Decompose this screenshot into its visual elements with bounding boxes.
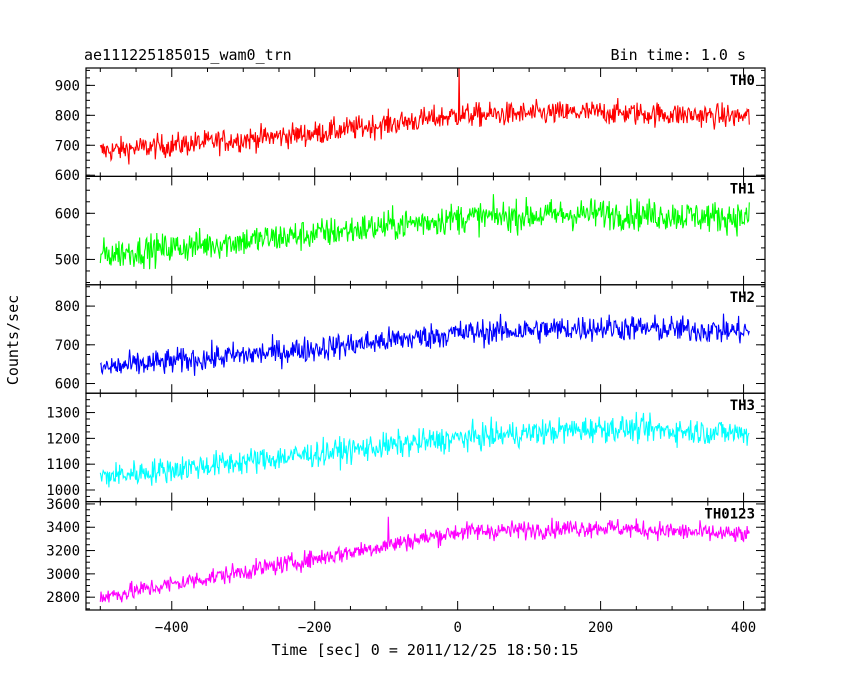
series-line-th3 xyxy=(99,411,750,488)
x-axis: −400 −200 0 200 400 xyxy=(155,620,756,636)
y-tick-label: 3200 xyxy=(46,544,80,560)
x-axis-title: Time [sec] 0 = 2011/12/25 18:50:15 xyxy=(271,641,578,659)
x-tick-label: 400 xyxy=(731,620,756,636)
x-tick-label: −400 xyxy=(155,620,189,636)
bin-time-label: Bin time: 1.0 s xyxy=(611,46,746,64)
y-tick-label: 500 xyxy=(55,252,80,268)
y-tick-label: 700 xyxy=(55,338,80,354)
panel-frame xyxy=(85,501,766,611)
y-tick-label: 3400 xyxy=(46,520,80,536)
panel-frame xyxy=(85,175,766,286)
y-tick-label: 3600 xyxy=(46,497,80,513)
panel-th1: 500 600 TH1 xyxy=(55,175,766,286)
y-tick-label: 800 xyxy=(55,299,80,315)
y-axis-title: Counts/sec xyxy=(4,295,22,385)
panel-th0123: 2800 3000 3200 3400 3600 TH0123 xyxy=(46,497,766,611)
y-tick-label: 600 xyxy=(55,168,80,184)
y-tick-label: 600 xyxy=(55,206,80,222)
panels-group: 600 700 800 900 TH0 500 600 TH1 600 700 800 TH2 1000… xyxy=(46,67,766,611)
y-tick-label: 2800 xyxy=(46,590,80,606)
y-tick-label: 1000 xyxy=(46,483,80,499)
series-line-th1 xyxy=(99,194,750,270)
panel-name-label: TH0123 xyxy=(704,507,755,523)
panel-name-label: TH2 xyxy=(730,290,755,306)
x-tick-label: 200 xyxy=(588,620,613,636)
y-tick-label: 700 xyxy=(55,138,80,154)
y-tick-label: 1200 xyxy=(46,431,80,447)
x-tick-label: −200 xyxy=(298,620,332,636)
panel-th0: 600 700 800 900 TH0 xyxy=(55,67,766,184)
x-tick-label: 0 xyxy=(453,620,461,636)
y-tick-label: 800 xyxy=(55,108,80,124)
y-tick-label: 1300 xyxy=(46,406,80,422)
series-line-th2 xyxy=(99,313,750,376)
y-tick-label: 3000 xyxy=(46,567,80,583)
y-tick-label: 600 xyxy=(55,377,80,393)
series-line-th0 xyxy=(99,68,750,165)
y-tick-label: 900 xyxy=(55,78,80,94)
y-tick-label: 1100 xyxy=(46,457,80,473)
panel-th3: 1000 1100 1200 1300 TH3 xyxy=(46,392,766,503)
panel-th2: 600 700 800 TH2 xyxy=(55,284,766,394)
panel-name-label: TH3 xyxy=(730,398,755,414)
observation-id-label: ae111225185015_wam0_trn xyxy=(84,46,292,64)
series-line-th0123 xyxy=(99,516,750,603)
panel-frame xyxy=(85,67,766,178)
panel-name-label: TH0 xyxy=(730,73,755,89)
panel-name-label: TH1 xyxy=(730,181,755,197)
